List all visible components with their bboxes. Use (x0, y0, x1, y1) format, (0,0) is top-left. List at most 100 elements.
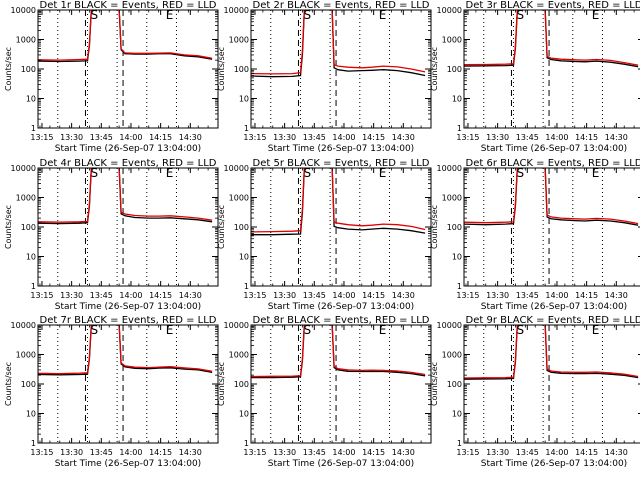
start-marker: S (517, 8, 525, 22)
series-line-lld (251, 10, 426, 75)
y-tick-label: 100 (21, 223, 36, 232)
x-tick-label: 14:30 (605, 291, 628, 300)
y-tick-label: 1000 (16, 194, 36, 203)
y-tick-label: 1000 (16, 36, 36, 45)
y-tick-label: 10 (26, 410, 36, 419)
plot-area (464, 10, 639, 128)
plot-area (251, 325, 426, 443)
x-tick-label: 13:45 (303, 448, 326, 457)
x-tick-label: 13:15 (456, 448, 479, 457)
chart-title: Det 4r BLACK = Events, RED = LLD (40, 158, 217, 169)
x-axis-label: Start Time (26-Sep-07 13:04:00) (55, 302, 201, 312)
chart-title: Det 7r BLACK = Events, RED = LLD (40, 315, 217, 326)
x-tick-label: 13:45 (516, 291, 539, 300)
chart-title: Det 8r BLACK = Events, RED = LLD (253, 315, 430, 326)
y-tick-label: 100 (447, 65, 462, 74)
x-tick-label: 13:15 (243, 133, 266, 142)
y-tick-label: 1 (31, 124, 36, 133)
x-tick-label: 13:15 (30, 291, 53, 300)
chart-title: Det 6r BLACK = Events, RED = LLD (466, 158, 640, 169)
x-axis-label: Start Time (26-Sep-07 13:04:00) (481, 459, 627, 469)
chart-title: Det 3r BLACK = Events, RED = LLD (466, 0, 640, 11)
end-marker: E (592, 166, 600, 180)
x-tick-label: 13:30 (273, 448, 296, 457)
axes-frame (37, 324, 219, 444)
end-marker: E (166, 323, 174, 337)
x-axis-label: Start Time (26-Sep-07 13:04:00) (268, 302, 414, 312)
x-tick-label: 14:00 (545, 291, 568, 300)
x-tick-label: 14:15 (362, 133, 385, 142)
y-tick-label: 10000 (437, 321, 462, 330)
x-axis-label: Start Time (26-Sep-07 13:04:00) (55, 144, 201, 154)
x-tick-label: 14:15 (149, 291, 172, 300)
series-line-lld (464, 325, 639, 379)
x-tick-label: 13:45 (90, 291, 113, 300)
series-line-events (464, 168, 639, 226)
x-tick-label: 13:15 (456, 133, 479, 142)
axes-frame (463, 9, 640, 129)
x-tick-label: 13:15 (456, 291, 479, 300)
x-tick-label: 14:15 (362, 448, 385, 457)
series-line-events (38, 10, 213, 63)
x-tick-label: 14:15 (149, 133, 172, 142)
plot-area (38, 10, 213, 128)
y-tick-label: 1 (31, 282, 36, 291)
x-axis-label: Start Time (26-Sep-07 13:04:00) (55, 459, 201, 469)
x-tick-label: 14:15 (149, 448, 172, 457)
x-tick-label: 14:00 (119, 291, 142, 300)
y-tick-label: 1 (457, 282, 462, 291)
y-tick-label: 1 (457, 439, 462, 448)
y-axis-label: Counts/sec (217, 47, 226, 91)
y-axis-label: Counts/sec (217, 205, 226, 249)
axes-frame (37, 167, 219, 287)
series-line-events (251, 10, 426, 78)
x-tick-label: 14:00 (332, 133, 355, 142)
axes-frame (463, 167, 640, 287)
y-tick-label: 1 (244, 282, 249, 291)
plot-area (251, 10, 426, 128)
y-tick-label: 100 (234, 380, 249, 389)
series-line-events (38, 325, 213, 376)
y-tick-label: 100 (447, 380, 462, 389)
x-tick-label: 13:15 (243, 291, 266, 300)
y-tick-label: 1 (31, 439, 36, 448)
x-tick-label: 14:00 (332, 291, 355, 300)
y-tick-label: 10000 (437, 164, 462, 173)
plot-area (38, 325, 213, 443)
x-tick-label: 13:45 (303, 133, 326, 142)
x-axis-label: Start Time (26-Sep-07 13:04:00) (481, 302, 627, 312)
y-tick-label: 10000 (224, 164, 249, 173)
y-tick-label: 1000 (442, 351, 462, 360)
y-tick-label: 10 (239, 253, 249, 262)
y-tick-label: 100 (234, 65, 249, 74)
y-tick-label: 10000 (437, 6, 462, 15)
x-tick-label: 13:15 (30, 448, 53, 457)
x-tick-label: 14:30 (392, 448, 415, 457)
start-marker: S (517, 166, 525, 180)
y-tick-label: 10000 (224, 6, 249, 15)
end-marker: E (379, 8, 387, 22)
x-tick-label: 14:00 (332, 448, 355, 457)
axes-frame (37, 9, 219, 129)
axes-frame (250, 324, 432, 444)
y-tick-label: 10 (452, 253, 462, 262)
series-line-lld (38, 168, 213, 223)
x-tick-label: 13:30 (486, 448, 509, 457)
y-tick-label: 10 (452, 95, 462, 104)
y-tick-label: 1000 (16, 351, 36, 360)
y-tick-label: 10 (26, 253, 36, 262)
series-line-lld (464, 168, 639, 225)
y-tick-label: 10 (239, 95, 249, 104)
x-tick-label: 13:45 (303, 291, 326, 300)
series-line-lld (251, 168, 426, 233)
y-tick-label: 10 (452, 410, 462, 419)
y-tick-label: 1000 (229, 36, 249, 45)
axes-frame (463, 324, 640, 444)
x-tick-label: 14:00 (119, 448, 142, 457)
axes-frame (250, 167, 432, 287)
x-tick-label: 14:30 (179, 448, 202, 457)
